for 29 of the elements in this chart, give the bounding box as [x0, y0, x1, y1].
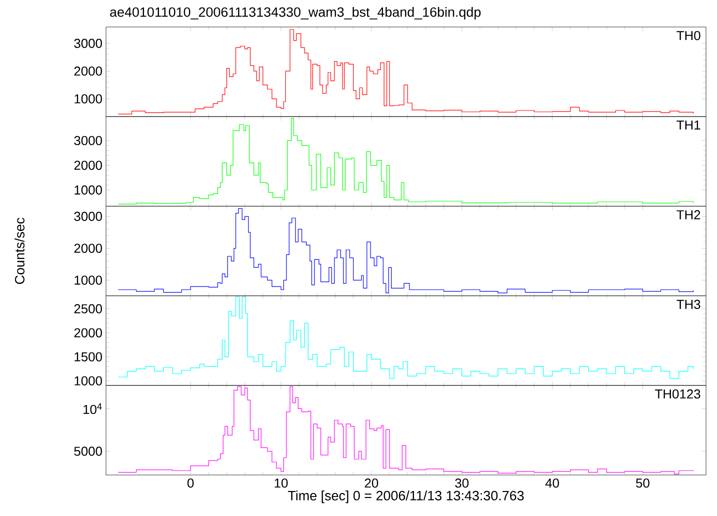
y-tick-label: 1000	[74, 276, 102, 285]
x-axis-title: Time [sec] 0 = 2006/11/13 13:43:30.763	[288, 490, 524, 504]
y-tick-label: 1000	[74, 376, 102, 386]
text: TH3	[676, 300, 700, 309]
chart-title: ae401011010_20061113134330_wam3_bst_4band_16bin.qdp	[110, 6, 481, 20]
text: TH0123	[655, 389, 700, 399]
text: TH1	[676, 120, 700, 130]
x-tick-label: 40	[545, 478, 559, 488]
x-tick-label: 10	[274, 478, 288, 488]
x-tick-label: 50	[636, 478, 650, 488]
y-tick-label: 2000	[74, 328, 102, 338]
y-tick-label: 1500	[74, 352, 102, 362]
y-tick-label: 5000	[74, 446, 102, 456]
y-tick-label: 3000	[74, 136, 102, 146]
y-tick-label: 1000	[74, 185, 102, 195]
y-tick-label: 2000	[74, 66, 102, 76]
y-tick-label: 10$^{4}$	[84, 403, 102, 414]
text: TH2	[676, 210, 700, 220]
y-axis-title: Counts/sec	[14, 218, 24, 284]
text: TH0	[676, 30, 700, 40]
y-tick-label: 2000	[74, 160, 102, 170]
y-tick-label: 3000	[74, 212, 102, 221]
y-tick-label: 2000	[74, 244, 102, 253]
x-tick-label: 20	[364, 478, 378, 488]
y-tick-label: 2500	[74, 304, 102, 314]
y-tick-label: 3000	[74, 38, 102, 48]
x-tick-label: 30	[455, 478, 469, 488]
y-tick-label: 1000	[74, 94, 102, 104]
x-tick-label: 0	[187, 478, 194, 488]
